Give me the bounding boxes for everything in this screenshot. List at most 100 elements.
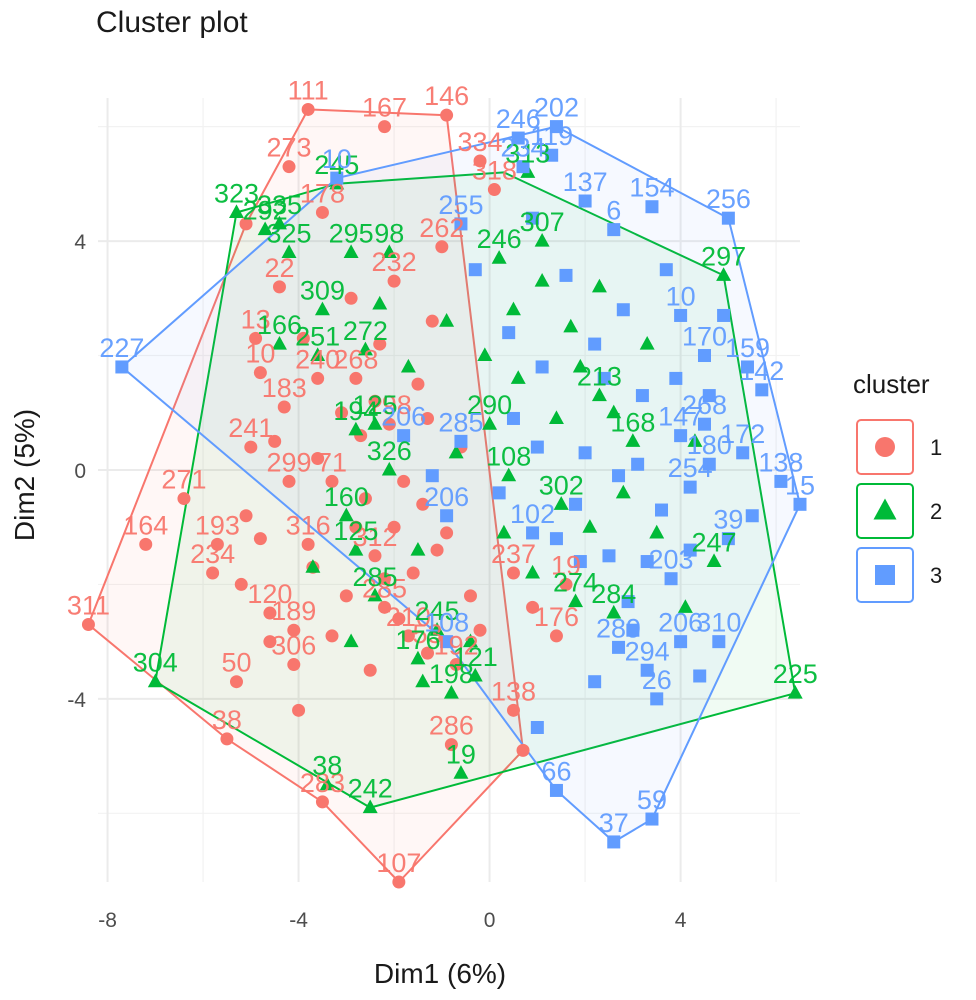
point-label: 192 xyxy=(434,631,479,661)
point-cluster-1 xyxy=(325,629,339,643)
point-cluster-2 xyxy=(687,433,703,447)
point-label: 198 xyxy=(429,659,474,689)
point-cluster-3 xyxy=(526,211,540,225)
point-cluster-2 xyxy=(548,410,564,424)
point-label: 274 xyxy=(553,568,598,598)
point-cluster-1 xyxy=(301,102,315,116)
legend: cluster 1 2 3 xyxy=(853,369,942,603)
point-label: 108 xyxy=(486,442,531,472)
point-cluster-2 xyxy=(271,215,287,230)
point-label: 166 xyxy=(257,310,302,340)
point-cluster-2 xyxy=(310,347,326,362)
point-label: 335 xyxy=(257,190,302,220)
point-label: 299 xyxy=(266,447,311,477)
point-label: 111 xyxy=(288,75,329,105)
point-label: 19 xyxy=(551,550,581,580)
point-label: 176 xyxy=(534,602,579,632)
point-cluster-2 xyxy=(372,295,388,310)
point-cluster-2 xyxy=(400,358,416,373)
point-cluster-3 xyxy=(425,469,439,483)
point-cluster-2 xyxy=(706,553,722,568)
point-cluster-3 xyxy=(530,720,544,734)
point-cluster-2 xyxy=(348,421,364,436)
point-cluster-2 xyxy=(510,370,526,384)
point-label: 119 xyxy=(530,121,573,151)
point-cluster-3 xyxy=(526,526,540,540)
point-cluster-3 xyxy=(330,171,344,185)
point-cluster-1 xyxy=(559,577,573,591)
point-label: 6 xyxy=(606,196,621,226)
point-cluster-3 xyxy=(597,371,611,385)
point-label: 154 xyxy=(629,173,674,203)
point-cluster-2 xyxy=(319,776,335,791)
point-cluster-2 xyxy=(381,244,397,259)
point-label: 246 xyxy=(477,224,522,254)
point-cluster-1 xyxy=(311,452,325,466)
point-label: 137 xyxy=(563,167,608,197)
point-label: 285 xyxy=(352,562,397,592)
point-cluster-3 xyxy=(578,194,592,208)
point-cluster-1 xyxy=(435,240,449,254)
point-cluster-1 xyxy=(239,509,253,523)
point-cluster-3 xyxy=(669,371,683,385)
point-label: 242 xyxy=(348,774,393,804)
point-cluster-3 xyxy=(549,120,563,134)
point-label: 15 xyxy=(785,470,815,500)
point-cluster-1 xyxy=(263,635,277,649)
point-cluster-3 xyxy=(621,595,635,609)
point-cluster-3 xyxy=(545,148,559,162)
point-cluster-3 xyxy=(740,360,754,374)
chart-title: Cluster plot xyxy=(96,6,248,39)
point-cluster-1 xyxy=(411,377,425,391)
point-cluster-3 xyxy=(717,308,731,322)
point-cluster-1 xyxy=(325,474,339,488)
point-cluster-3 xyxy=(616,303,630,317)
point-cluster-1 xyxy=(387,274,401,288)
point-label: 241 xyxy=(228,413,273,443)
point-label: 168 xyxy=(610,407,655,437)
point-cluster-3 xyxy=(674,429,688,443)
point-cluster-1 xyxy=(421,411,435,425)
point-cluster-1 xyxy=(363,663,377,677)
point-label: 227 xyxy=(99,333,144,363)
point-label: 121 xyxy=(453,642,498,672)
legend-label: 3 xyxy=(930,563,942,588)
point-cluster-1 xyxy=(392,612,406,626)
point-label: 102 xyxy=(510,499,555,529)
point-cluster-3 xyxy=(506,411,520,425)
point-cluster-2 xyxy=(357,341,373,356)
point-label: 323 xyxy=(214,178,259,208)
point-cluster-2 xyxy=(453,765,469,779)
point-cluster-1 xyxy=(449,658,463,672)
point-cluster-1 xyxy=(282,160,296,174)
point-label: 170 xyxy=(682,322,727,352)
point-cluster-2 xyxy=(677,599,693,613)
point-label: 189 xyxy=(271,596,316,626)
point-cluster-2 xyxy=(625,433,641,447)
point-label: 198 xyxy=(367,390,412,420)
point-label: 160 xyxy=(324,482,369,512)
point-label: 306 xyxy=(271,631,316,661)
point-cluster-2 xyxy=(639,335,655,350)
point-cluster-2 xyxy=(338,507,354,522)
point-cluster-1 xyxy=(416,497,430,511)
point-cluster-2 xyxy=(553,496,569,510)
point-label: 53 xyxy=(412,619,442,649)
point-labels: 3111643850283107146111167273178221310234… xyxy=(67,75,818,878)
point-cluster-1 xyxy=(463,589,477,603)
point-cluster-3 xyxy=(697,349,711,363)
point-label: 22 xyxy=(264,253,294,283)
point-label: 125 xyxy=(333,516,378,546)
point-label: 120 xyxy=(247,579,292,609)
point-cluster-1 xyxy=(229,675,243,689)
point-cluster-2 xyxy=(381,461,397,476)
x-tick-label: 4 xyxy=(675,909,687,932)
point-cluster-2 xyxy=(415,673,431,688)
point-cluster-1 xyxy=(81,617,95,631)
point-label: 10 xyxy=(666,281,696,311)
point-cluster-1 xyxy=(253,366,267,380)
x-axis-title: Dim1 (6%) xyxy=(374,958,506,989)
hull-cluster-3 xyxy=(120,125,801,843)
point-cluster-2 xyxy=(525,564,541,579)
point-cluster-3 xyxy=(664,572,678,586)
